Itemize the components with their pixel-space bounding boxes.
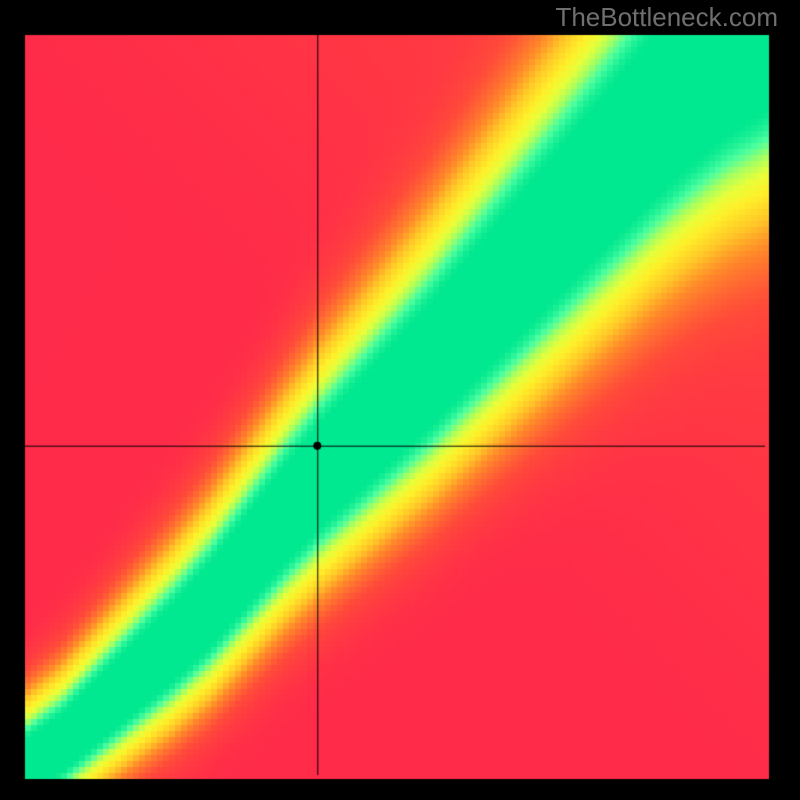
chart-container: TheBottleneck.com	[0, 0, 800, 800]
bottleneck-heatmap	[0, 0, 800, 800]
watermark-text: TheBottleneck.com	[555, 2, 778, 33]
